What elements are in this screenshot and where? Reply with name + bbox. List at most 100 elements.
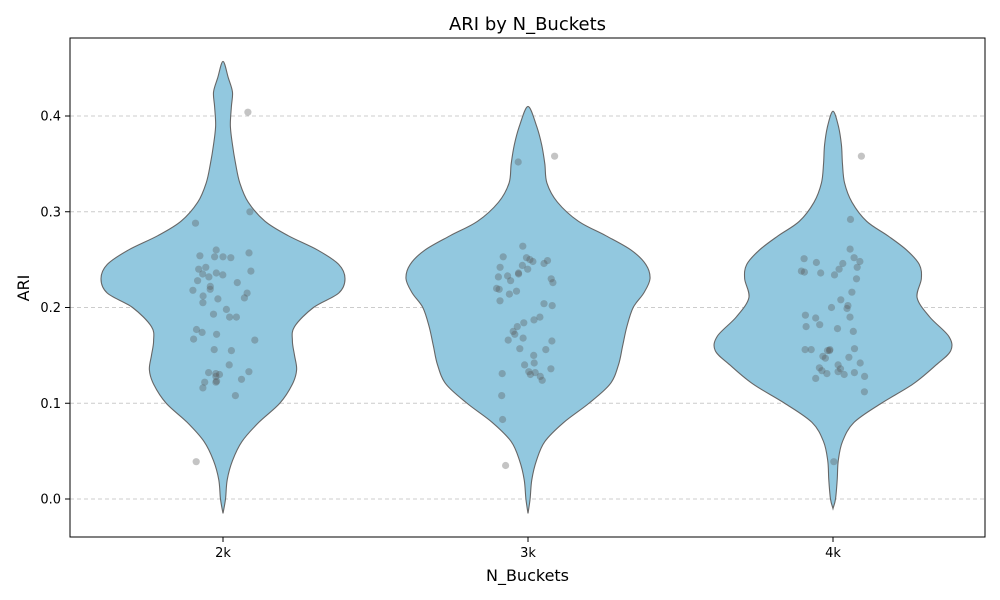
data-point	[237, 375, 246, 383]
y-tick-label: 0.3	[40, 205, 61, 220]
data-point	[227, 254, 235, 262]
data-point	[504, 272, 512, 280]
data-point	[195, 265, 203, 273]
data-point	[219, 253, 227, 261]
data-point	[206, 282, 214, 290]
data-point	[212, 370, 220, 378]
data-point	[529, 257, 537, 266]
data-point	[199, 299, 207, 307]
data-point	[246, 208, 254, 216]
data-point	[844, 302, 852, 310]
data-point	[800, 268, 809, 276]
data-point	[531, 369, 539, 377]
data-point	[212, 372, 220, 380]
data-point	[812, 374, 820, 382]
data-point	[231, 392, 239, 400]
data-point	[538, 376, 546, 384]
chart-title: ARI by N_Buckets	[449, 14, 606, 35]
x-tick-label: 4k	[825, 546, 841, 561]
data-point	[860, 388, 869, 396]
data-point	[549, 279, 557, 287]
data-point	[526, 370, 535, 379]
data-point	[518, 261, 527, 269]
data-point	[817, 269, 825, 277]
data-point	[522, 254, 531, 262]
data-point	[548, 302, 556, 310]
data-point	[212, 246, 220, 254]
data-point	[837, 296, 845, 304]
violin-3k	[405, 105, 651, 514]
data-point	[846, 313, 854, 321]
data-point	[848, 288, 856, 296]
data-point	[493, 284, 501, 292]
data-point	[852, 275, 861, 283]
data-point	[521, 361, 529, 369]
data-point	[505, 290, 513, 298]
data-point	[543, 257, 552, 265]
data-point	[830, 271, 839, 279]
data-point	[190, 335, 198, 343]
data-point	[507, 277, 515, 285]
data-point	[213, 377, 221, 385]
data-point	[213, 330, 221, 338]
data-point	[819, 352, 827, 360]
data-point	[498, 370, 506, 378]
data-point	[514, 158, 522, 166]
data-point	[245, 249, 253, 257]
data-point	[206, 285, 214, 293]
data-point	[245, 368, 253, 376]
data-point	[846, 215, 855, 223]
data-point	[857, 152, 866, 160]
data-point	[812, 314, 820, 322]
data-point	[536, 372, 544, 380]
data-point	[547, 365, 555, 373]
data-point	[530, 351, 538, 359]
data-point	[801, 311, 810, 319]
data-point	[515, 270, 523, 278]
data-point	[807, 346, 815, 354]
data-point	[861, 372, 869, 380]
data-point	[540, 259, 548, 268]
strip-points	[189, 108, 869, 470]
data-point	[843, 304, 851, 313]
data-point	[850, 369, 859, 377]
data-point	[846, 245, 854, 253]
y-tick-label: 0.1	[40, 397, 61, 412]
data-point	[499, 253, 507, 261]
data-point	[826, 346, 834, 354]
data-point	[205, 369, 213, 377]
data-point	[222, 305, 230, 313]
data-point	[530, 316, 538, 324]
data-point	[815, 364, 824, 372]
axis-ticks: 0.0 0.1 0.2 0.3 0.4 2k 3k 4k	[40, 110, 841, 562]
data-point	[211, 253, 219, 261]
data-point	[526, 256, 534, 264]
data-point	[243, 289, 251, 297]
data-point	[548, 337, 556, 345]
data-point	[802, 323, 810, 331]
data-point	[516, 345, 524, 353]
data-point	[836, 365, 845, 373]
y-tick-label: 0.2	[40, 301, 61, 316]
data-point	[509, 327, 517, 335]
x-tick-label: 2k	[215, 546, 231, 561]
data-point	[850, 254, 858, 262]
data-point	[547, 275, 555, 283]
violin-2k	[100, 60, 346, 514]
data-point	[514, 269, 523, 277]
data-point	[540, 300, 548, 308]
data-point	[530, 359, 538, 367]
violins	[100, 60, 953, 514]
data-point	[511, 330, 519, 338]
data-point	[504, 336, 512, 344]
data-point	[524, 265, 532, 273]
data-point	[823, 370, 831, 378]
data-point	[800, 255, 808, 263]
data-point	[214, 295, 222, 303]
data-point	[251, 336, 259, 344]
data-point	[240, 294, 248, 302]
data-point	[834, 361, 842, 369]
data-point	[199, 270, 207, 278]
y-axis-label: ARI	[14, 275, 33, 302]
data-point	[233, 279, 241, 287]
